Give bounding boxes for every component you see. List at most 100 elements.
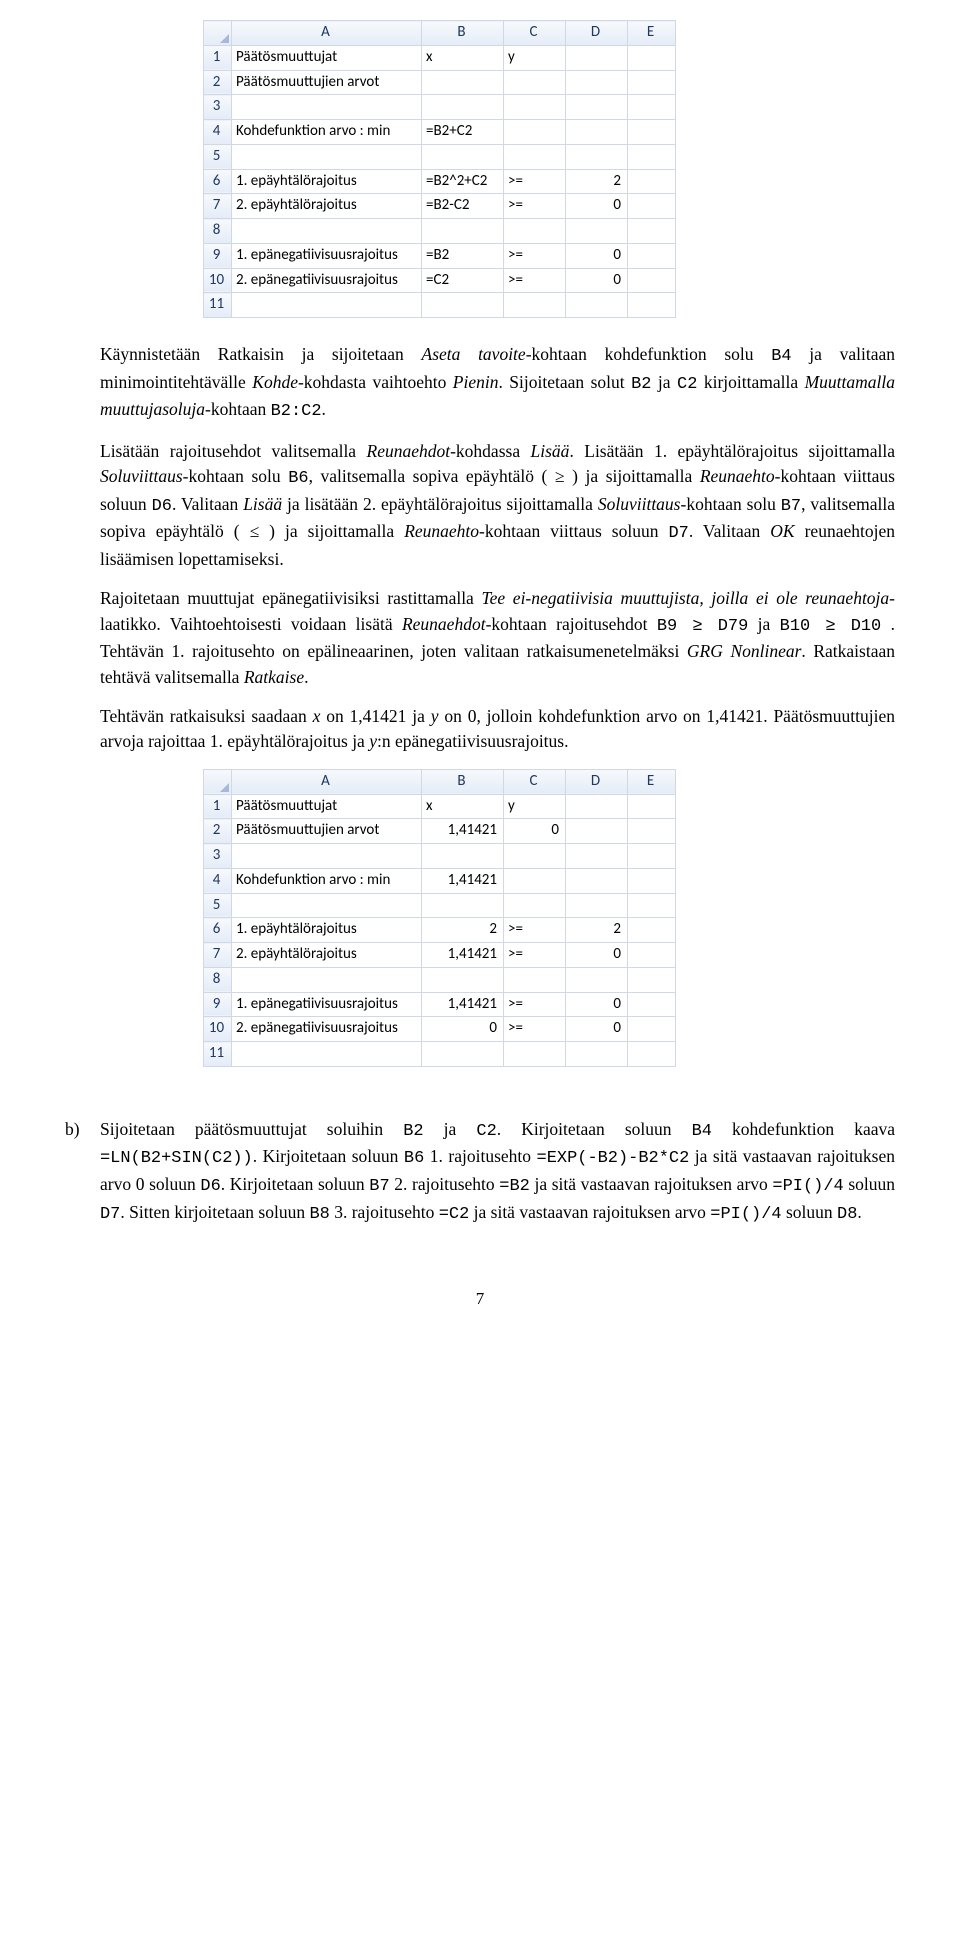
cell: 2. epänegatiivisuusrajoitus xyxy=(232,268,422,293)
cell xyxy=(232,967,422,992)
cell: 0 xyxy=(566,992,628,1017)
text: , valitsemalla sopiva epäyhtälö ( ≥ ) ja… xyxy=(309,466,700,486)
text: . xyxy=(857,1202,861,1222)
cell xyxy=(422,144,504,169)
row-header: 5 xyxy=(204,893,232,918)
cell: >= xyxy=(504,268,566,293)
code-text: C2 xyxy=(677,375,697,394)
row-header: 10 xyxy=(204,268,232,293)
cell: 0 xyxy=(422,1017,504,1042)
table-row: 61. epäyhtälörajoitus2>=2 xyxy=(204,918,676,943)
row-header: 6 xyxy=(204,169,232,194)
row-header: 9 xyxy=(204,243,232,268)
text: :n epänegatiivisuusrajoitus. xyxy=(377,731,569,751)
list-item-b: b) Sijoitetaan päätösmuuttujat soluihin … xyxy=(65,1117,895,1227)
cell: 0 xyxy=(566,194,628,219)
code-text: =PI()/4 xyxy=(772,1177,843,1196)
cell xyxy=(422,967,504,992)
cell: 1. epäyhtälörajoitus xyxy=(232,918,422,943)
code-text: B8 xyxy=(309,1205,329,1224)
table-row: 1Päätösmuuttujatxy xyxy=(204,794,676,819)
code-text: B2 xyxy=(403,1122,423,1141)
cell: Kohdefunktion arvo : min xyxy=(232,868,422,893)
cell: 1. epäyhtälörajoitus xyxy=(232,169,422,194)
cell: 1,41421 xyxy=(422,943,504,968)
cell xyxy=(232,1042,422,1067)
text: ja lisätään 2. epäyhtälörajoitus sijoitt… xyxy=(282,494,598,514)
table-row: 8 xyxy=(204,219,676,244)
row-header: 1 xyxy=(204,45,232,70)
italic-text: OK xyxy=(770,521,794,541)
column-header: A xyxy=(232,769,422,794)
cell xyxy=(232,844,422,869)
cell xyxy=(232,893,422,918)
text: . Valitaan xyxy=(689,521,770,541)
cell: 2 xyxy=(566,169,628,194)
row-header: 7 xyxy=(204,194,232,219)
cell xyxy=(566,794,628,819)
italic-text: Aseta tavoite xyxy=(422,344,526,364)
table-row: 11 xyxy=(204,1042,676,1067)
italic-text: Pienin xyxy=(453,372,499,392)
table-row: 4Kohdefunktion arvo : min1,41421 xyxy=(204,868,676,893)
column-header: C xyxy=(504,21,566,46)
table-row: 3 xyxy=(204,844,676,869)
spreadsheet-2: ABCDE1Päätösmuuttujatxy2Päätösmuuttujien… xyxy=(203,769,676,1067)
table-row: 102. epänegatiivisuusrajoitus0>=0 xyxy=(204,1017,676,1042)
text: Lisätään rajoitusehdot valitsemalla xyxy=(100,441,367,461)
cell xyxy=(566,45,628,70)
row-header: 4 xyxy=(204,120,232,145)
cell xyxy=(566,70,628,95)
row-header: 4 xyxy=(204,868,232,893)
text: . Lisätään 1. epäyhtälörajoitus sijoitta… xyxy=(569,441,895,461)
paragraph-2: Lisätään rajoitusehdot valitsemalla Reun… xyxy=(100,439,895,573)
cell xyxy=(566,844,628,869)
text: ja xyxy=(651,372,677,392)
italic-text: GRG Nonlinear xyxy=(687,641,802,661)
cell xyxy=(566,219,628,244)
cell xyxy=(504,893,566,918)
table-row: 72. epäyhtälörajoitus=B2-C2>=0 xyxy=(204,194,676,219)
paragraph-1: Käynnistetään Ratkaisin ja sijoitetaan A… xyxy=(100,342,895,425)
code-text: C2 xyxy=(476,1122,496,1141)
code-text: B10 ≥ D10 xyxy=(780,617,882,636)
row-header: 2 xyxy=(204,70,232,95)
text: Sijoitetaan päätösmuuttujat soluihin xyxy=(100,1119,403,1139)
cell xyxy=(628,120,676,145)
cell: x xyxy=(422,45,504,70)
italic-text: Ratkaise xyxy=(244,667,304,687)
cell xyxy=(232,219,422,244)
row-header: 3 xyxy=(204,95,232,120)
text: . Valitaan xyxy=(172,494,243,514)
text: 1. rajoitusehto xyxy=(424,1146,536,1166)
cell: 2 xyxy=(422,918,504,943)
text: -kohdassa xyxy=(450,441,530,461)
cell xyxy=(422,95,504,120)
cell: x xyxy=(422,794,504,819)
cell: y xyxy=(504,794,566,819)
cell xyxy=(566,868,628,893)
code-text: =B2 xyxy=(499,1177,530,1196)
table-row: 102. epänegatiivisuusrajoitus=C2>=0 xyxy=(204,268,676,293)
text: Tehtävän ratkaisuksi saadaan xyxy=(100,706,313,726)
cell: >= xyxy=(504,194,566,219)
text: on 1,41421 ja xyxy=(320,706,430,726)
code-text: =C2 xyxy=(439,1205,470,1224)
italic-text: Reunaehdot xyxy=(367,441,451,461)
italic-text: Lisää xyxy=(531,441,570,461)
cell xyxy=(566,293,628,318)
column-header: B xyxy=(422,21,504,46)
row-header: 6 xyxy=(204,918,232,943)
table-row: 5 xyxy=(204,893,676,918)
text: -kohtaan xyxy=(205,399,271,419)
text: ja sitä vastaavan rajoituksen arvo xyxy=(530,1174,773,1194)
row-header: 8 xyxy=(204,967,232,992)
table-row: 2Päätösmuuttujien arvot1,414210 xyxy=(204,819,676,844)
italic-text: Reunaehdot xyxy=(402,614,486,634)
italic-text: y xyxy=(431,706,439,726)
column-header: C xyxy=(504,769,566,794)
cell xyxy=(504,95,566,120)
text: . Sitten kirjoitetaan soluun xyxy=(120,1202,309,1222)
table-row: 8 xyxy=(204,967,676,992)
text: -kohtaan solu xyxy=(183,466,289,486)
